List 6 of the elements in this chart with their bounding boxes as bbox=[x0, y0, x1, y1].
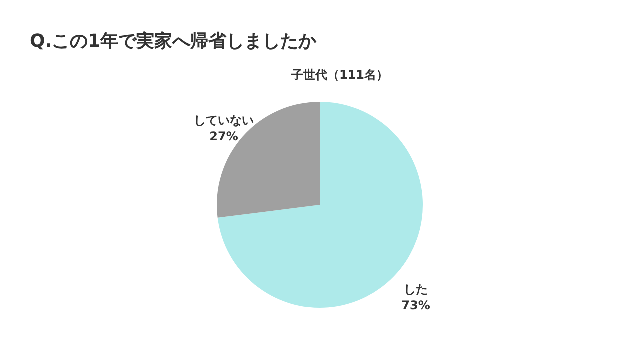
data-label: 73% bbox=[402, 298, 430, 313]
slice-label: していない bbox=[194, 113, 254, 128]
chart-title: Q.この1年で実家へ帰省しましたか bbox=[30, 31, 318, 52]
data-label: 27% bbox=[210, 129, 238, 144]
slice-label: した bbox=[404, 282, 428, 297]
chart-subtitle: 子世代（111名） bbox=[290, 68, 389, 82]
